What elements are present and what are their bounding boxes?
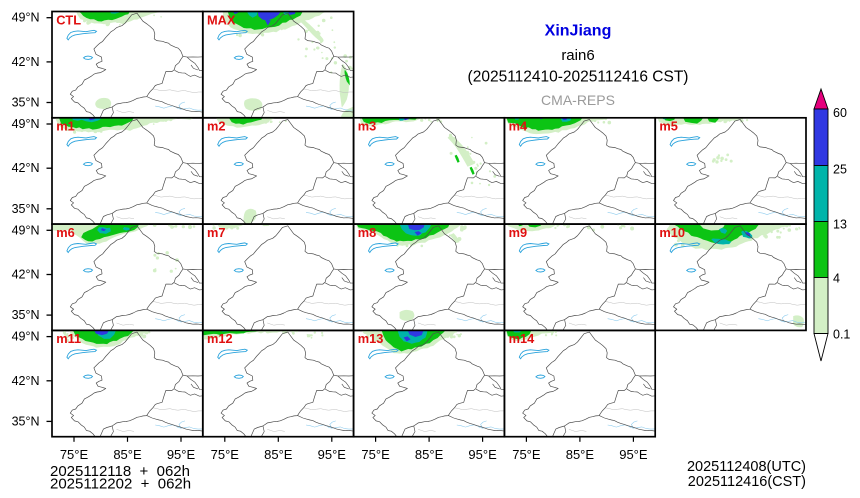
svg-text:42°N: 42°N — [12, 161, 40, 175]
svg-text:85°E: 85°E — [415, 447, 444, 462]
svg-text:CTL: CTL — [56, 12, 81, 27]
svg-text:m12: m12 — [207, 331, 233, 346]
svg-text:2025112408(UTC): 2025112408(UTC) — [687, 459, 806, 475]
svg-text:35°N: 35°N — [12, 308, 40, 322]
svg-text:49°N: 49°N — [12, 11, 40, 25]
svg-text:m13: m13 — [358, 331, 384, 346]
svg-text:m11: m11 — [56, 331, 81, 346]
svg-text:42°N: 42°N — [12, 55, 40, 69]
svg-text:75°E: 75°E — [361, 447, 390, 462]
svg-text:m2: m2 — [207, 119, 226, 134]
svg-text:13: 13 — [833, 218, 847, 232]
svg-text:0.1: 0.1 — [833, 328, 850, 342]
svg-text:MAX: MAX — [207, 12, 236, 27]
svg-text:85°E: 85°E — [264, 447, 293, 462]
svg-text:m14: m14 — [509, 331, 535, 346]
svg-text:35°N: 35°N — [12, 414, 40, 428]
svg-text:m5: m5 — [659, 119, 678, 134]
svg-text:95°E: 95°E — [619, 447, 648, 462]
svg-text:XinJiang: XinJiang — [545, 23, 612, 40]
svg-text:m7: m7 — [207, 225, 226, 240]
svg-text:35°N: 35°N — [12, 96, 40, 110]
svg-text:CMA-REPS: CMA-REPS — [541, 92, 615, 108]
svg-text:49°N: 49°N — [12, 223, 40, 237]
svg-text:m3: m3 — [358, 119, 377, 134]
svg-text:2025112202 + 062h: 2025112202 + 062h — [50, 476, 191, 493]
svg-text:4: 4 — [833, 272, 840, 286]
svg-text:60: 60 — [833, 106, 847, 120]
svg-text:m8: m8 — [358, 225, 377, 240]
svg-text:85°E: 85°E — [566, 447, 595, 462]
svg-text:25: 25 — [833, 163, 847, 177]
svg-text:75°E: 75°E — [211, 447, 240, 462]
svg-text:m10: m10 — [659, 225, 685, 240]
svg-text:95°E: 95°E — [318, 447, 347, 462]
svg-text:m9: m9 — [509, 225, 527, 240]
svg-text:2025112118 + 062h: 2025112118 + 062h — [50, 463, 190, 480]
svg-text:m1: m1 — [56, 119, 74, 134]
svg-text:95°E: 95°E — [167, 447, 196, 462]
svg-text:m4: m4 — [509, 119, 528, 134]
svg-text:m6: m6 — [56, 225, 74, 240]
svg-text:2025112416(CST): 2025112416(CST) — [688, 474, 806, 490]
svg-text:49°N: 49°N — [12, 117, 40, 131]
svg-text:rain6: rain6 — [561, 47, 594, 64]
svg-text:35°N: 35°N — [12, 202, 40, 216]
svg-text:(2025112410-2025112416 CST): (2025112410-2025112416 CST) — [468, 69, 689, 86]
svg-text:75°E: 75°E — [60, 447, 89, 462]
svg-text:42°N: 42°N — [12, 374, 40, 388]
svg-text:42°N: 42°N — [12, 268, 40, 282]
svg-text:85°E: 85°E — [113, 447, 142, 462]
svg-text:49°N: 49°N — [12, 330, 40, 344]
svg-text:95°E: 95°E — [468, 447, 497, 462]
svg-text:75°E: 75°E — [512, 447, 541, 462]
